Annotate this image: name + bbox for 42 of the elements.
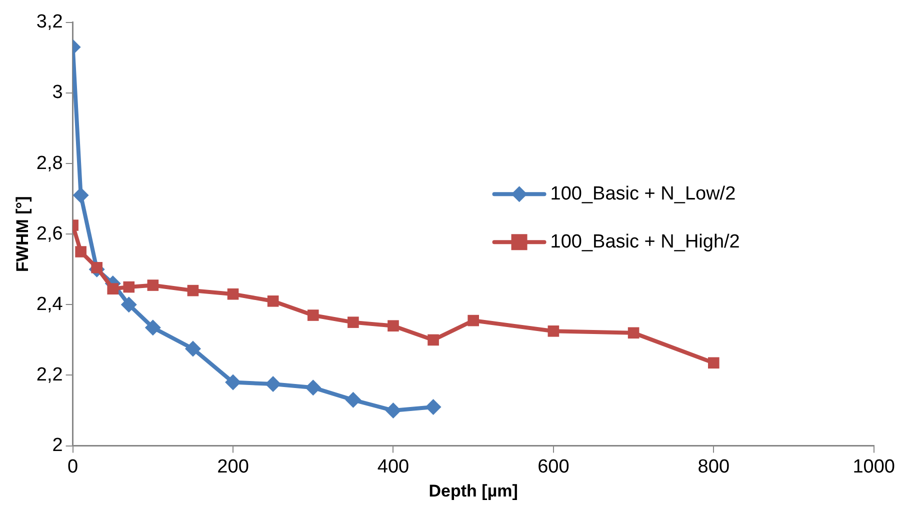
point [307,310,319,321]
y-tick-label: 2,8 [36,152,63,174]
point [144,320,161,336]
point [184,340,201,357]
y-tick-label: 2,4 [36,294,64,315]
point [75,246,86,258]
y-tick-label: 3,2 [36,12,63,33]
x-tick-label: 0 [68,456,78,478]
y-tick-label: 2,6 [36,223,63,244]
legend-label: 100_Basic + N_High/2 [550,231,740,252]
point [468,314,479,326]
x-axis-title: Depth [µm] [428,481,518,500]
point [187,284,199,296]
point [345,392,362,408]
y-tick-label: 2,2 [36,364,63,386]
point [425,398,442,415]
x-tick-label: 800 [698,456,730,478]
point [388,320,399,332]
point [348,316,359,328]
point [227,288,239,300]
y-tick-label: 3 [52,82,63,104]
point [107,283,119,294]
point [72,187,89,204]
y-tick-label: 2 [52,435,63,456]
point [225,374,242,390]
point [123,281,135,293]
point [265,376,282,392]
point [708,357,720,369]
point [147,280,159,291]
point [120,296,137,313]
legend-label: 100_Basic + N_Low/2 [550,183,736,204]
y-axis-title: FWHM [°] [12,196,32,272]
point [267,295,279,307]
point [385,402,402,419]
x-tick-label: 400 [377,456,410,478]
point [428,334,439,346]
point [305,380,322,396]
x-tick-label: 1000 [852,456,896,478]
point [548,325,560,337]
x-tick-label: 200 [217,456,249,478]
point [628,327,640,339]
x-tick-label: 600 [538,456,570,478]
